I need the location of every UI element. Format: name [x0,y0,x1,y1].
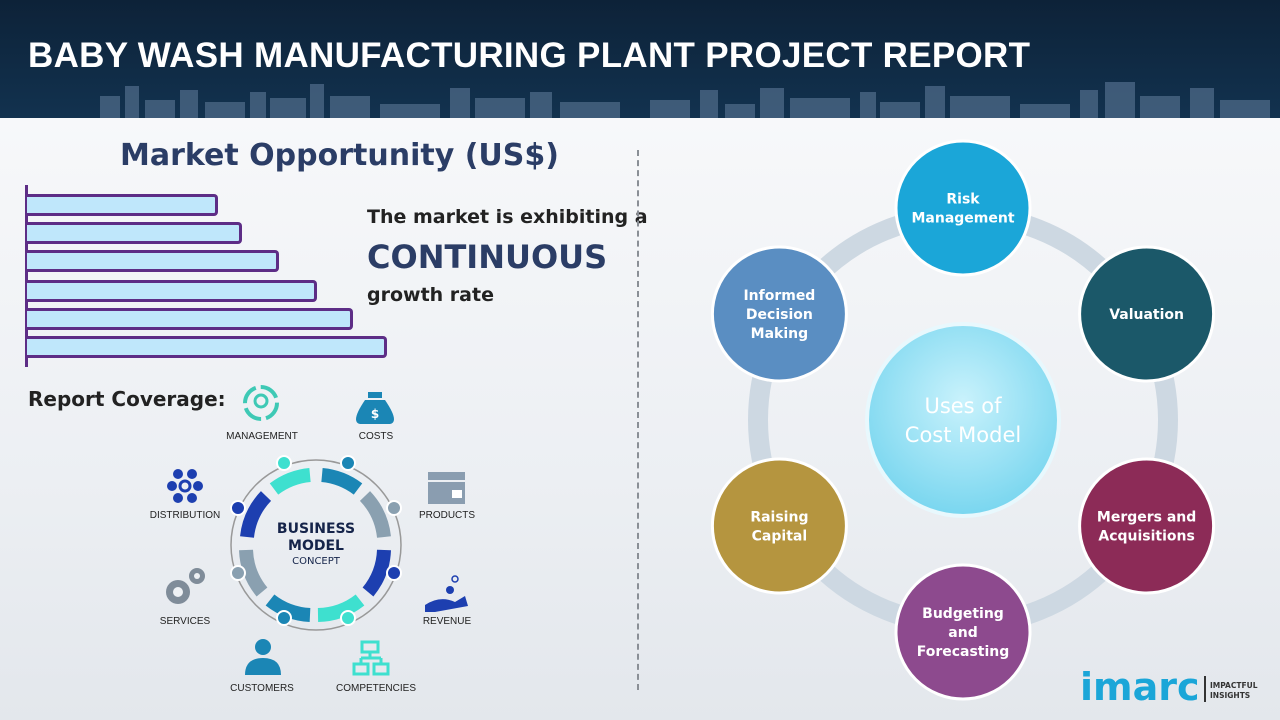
use-node-circle [1078,457,1216,595]
use-node-circle [710,457,848,595]
market-bar [27,250,279,272]
ring-segment [239,549,268,597]
use-node-label: and [948,625,977,641]
use-node-label: Acquisitions [1098,529,1194,545]
bar-axis [25,185,28,367]
ring-segment [240,491,272,539]
use-node-label: Informed [743,288,815,304]
coverage-customers: CUSTOMERS [230,683,294,694]
outer-ring [230,459,402,631]
market-text-1: The market is exhibiting a [367,206,648,228]
use-node-circle [710,245,848,383]
use-node-raising-capital: Raising Capital [710,457,848,595]
use-node-risk-management: Risk Management [894,139,1032,277]
use-node-label: Decision [746,307,813,323]
use-node-label: Management [911,211,1014,227]
ring-segment [265,594,311,622]
coverage-revenue: REVENUE [422,616,472,627]
page-title: BABY WASH MANUFACTURING PLANT PROJECT RE… [28,36,1031,75]
logo-tag-1: IMPACTFUL [1210,681,1258,690]
use-node-label: Mergers and [1097,510,1196,526]
use-node-circle [1078,245,1216,383]
center-line-1: BUSINESS [277,521,355,537]
market-bar [27,280,317,302]
skyline-graphic [100,82,1270,118]
use-node-label: Capital [752,529,807,545]
coverage-management: MANAGEMENT [226,431,298,442]
market-bar [27,336,387,358]
center-line-3: CONCEPT [292,556,341,567]
coverage-costs: COSTS [358,431,394,442]
uses-center [865,322,1061,518]
background [0,118,1280,720]
customers-icon [245,639,281,675]
header-banner: BABY WASH MANUFACTURING PLANT PROJECT RE… [0,0,1280,118]
products-icon [428,472,465,504]
ring-segment [359,491,391,539]
uses-center-line-2: Cost Model [905,423,1021,447]
use-node-label: Budgeting [922,606,1004,622]
ring-segment [362,549,391,597]
revenue-icon [425,575,468,612]
uses-center-line-1: Uses of [924,394,1002,418]
coverage-products: PRODUCTS [418,510,476,521]
market-title: Market Opportunity (US$) [120,138,559,173]
logo-brand: imarc [1080,665,1200,708]
use-node-circle [894,563,1032,701]
market-bar [27,222,242,244]
use-node-label: Risk [946,192,980,208]
services-icon [166,568,205,604]
center-line-2: MODEL [288,538,344,554]
costs-icon: $ [356,392,394,424]
competencies-icon [352,640,390,676]
use-node-mergers-and-acquisitions: Mergers and Acquisitions [1078,457,1216,595]
market-bar [27,194,218,216]
use-node-label: Valuation [1109,307,1184,323]
use-node-label: Making [751,326,808,342]
market-bar [27,308,353,330]
coverage-title: Report Coverage: [28,387,226,411]
logo-tag-2: INSIGHTS [1210,691,1250,700]
ring-segment [321,468,363,495]
coverage-competencies: COMPETENCIES [335,683,416,694]
use-node-label: Raising [750,510,808,526]
use-node-valuation: Valuation [1078,245,1216,383]
imarc-logo: imarc IMPACTFUL INSIGHTS [1080,658,1270,709]
use-node-circle [894,139,1032,277]
svg-text:$: $ [371,407,379,421]
use-node-label: Forecasting [917,644,1010,660]
coverage-distribution: DISTRIBUTION [149,510,221,521]
market-text-3: growth rate [367,284,494,306]
market-text-2: CONTINUOUS [367,238,608,276]
ring-segment [269,468,311,495]
business-model-diagram: BUSINESS MODEL CONCEPT $ [166,385,468,676]
distribution-icon [167,469,203,503]
ring-segment [317,594,365,622]
coverage-services: SERVICES [159,616,211,627]
use-node-informed-decision-making: Informed Decision Making [710,245,848,383]
management-icon [243,385,279,421]
divider [637,150,639,690]
use-node-budgeting-and-forecasting: Budgeting and Forecasting [894,563,1032,701]
uses-diagram: Uses of Cost Model Risk Management Valuati… [710,139,1216,701]
